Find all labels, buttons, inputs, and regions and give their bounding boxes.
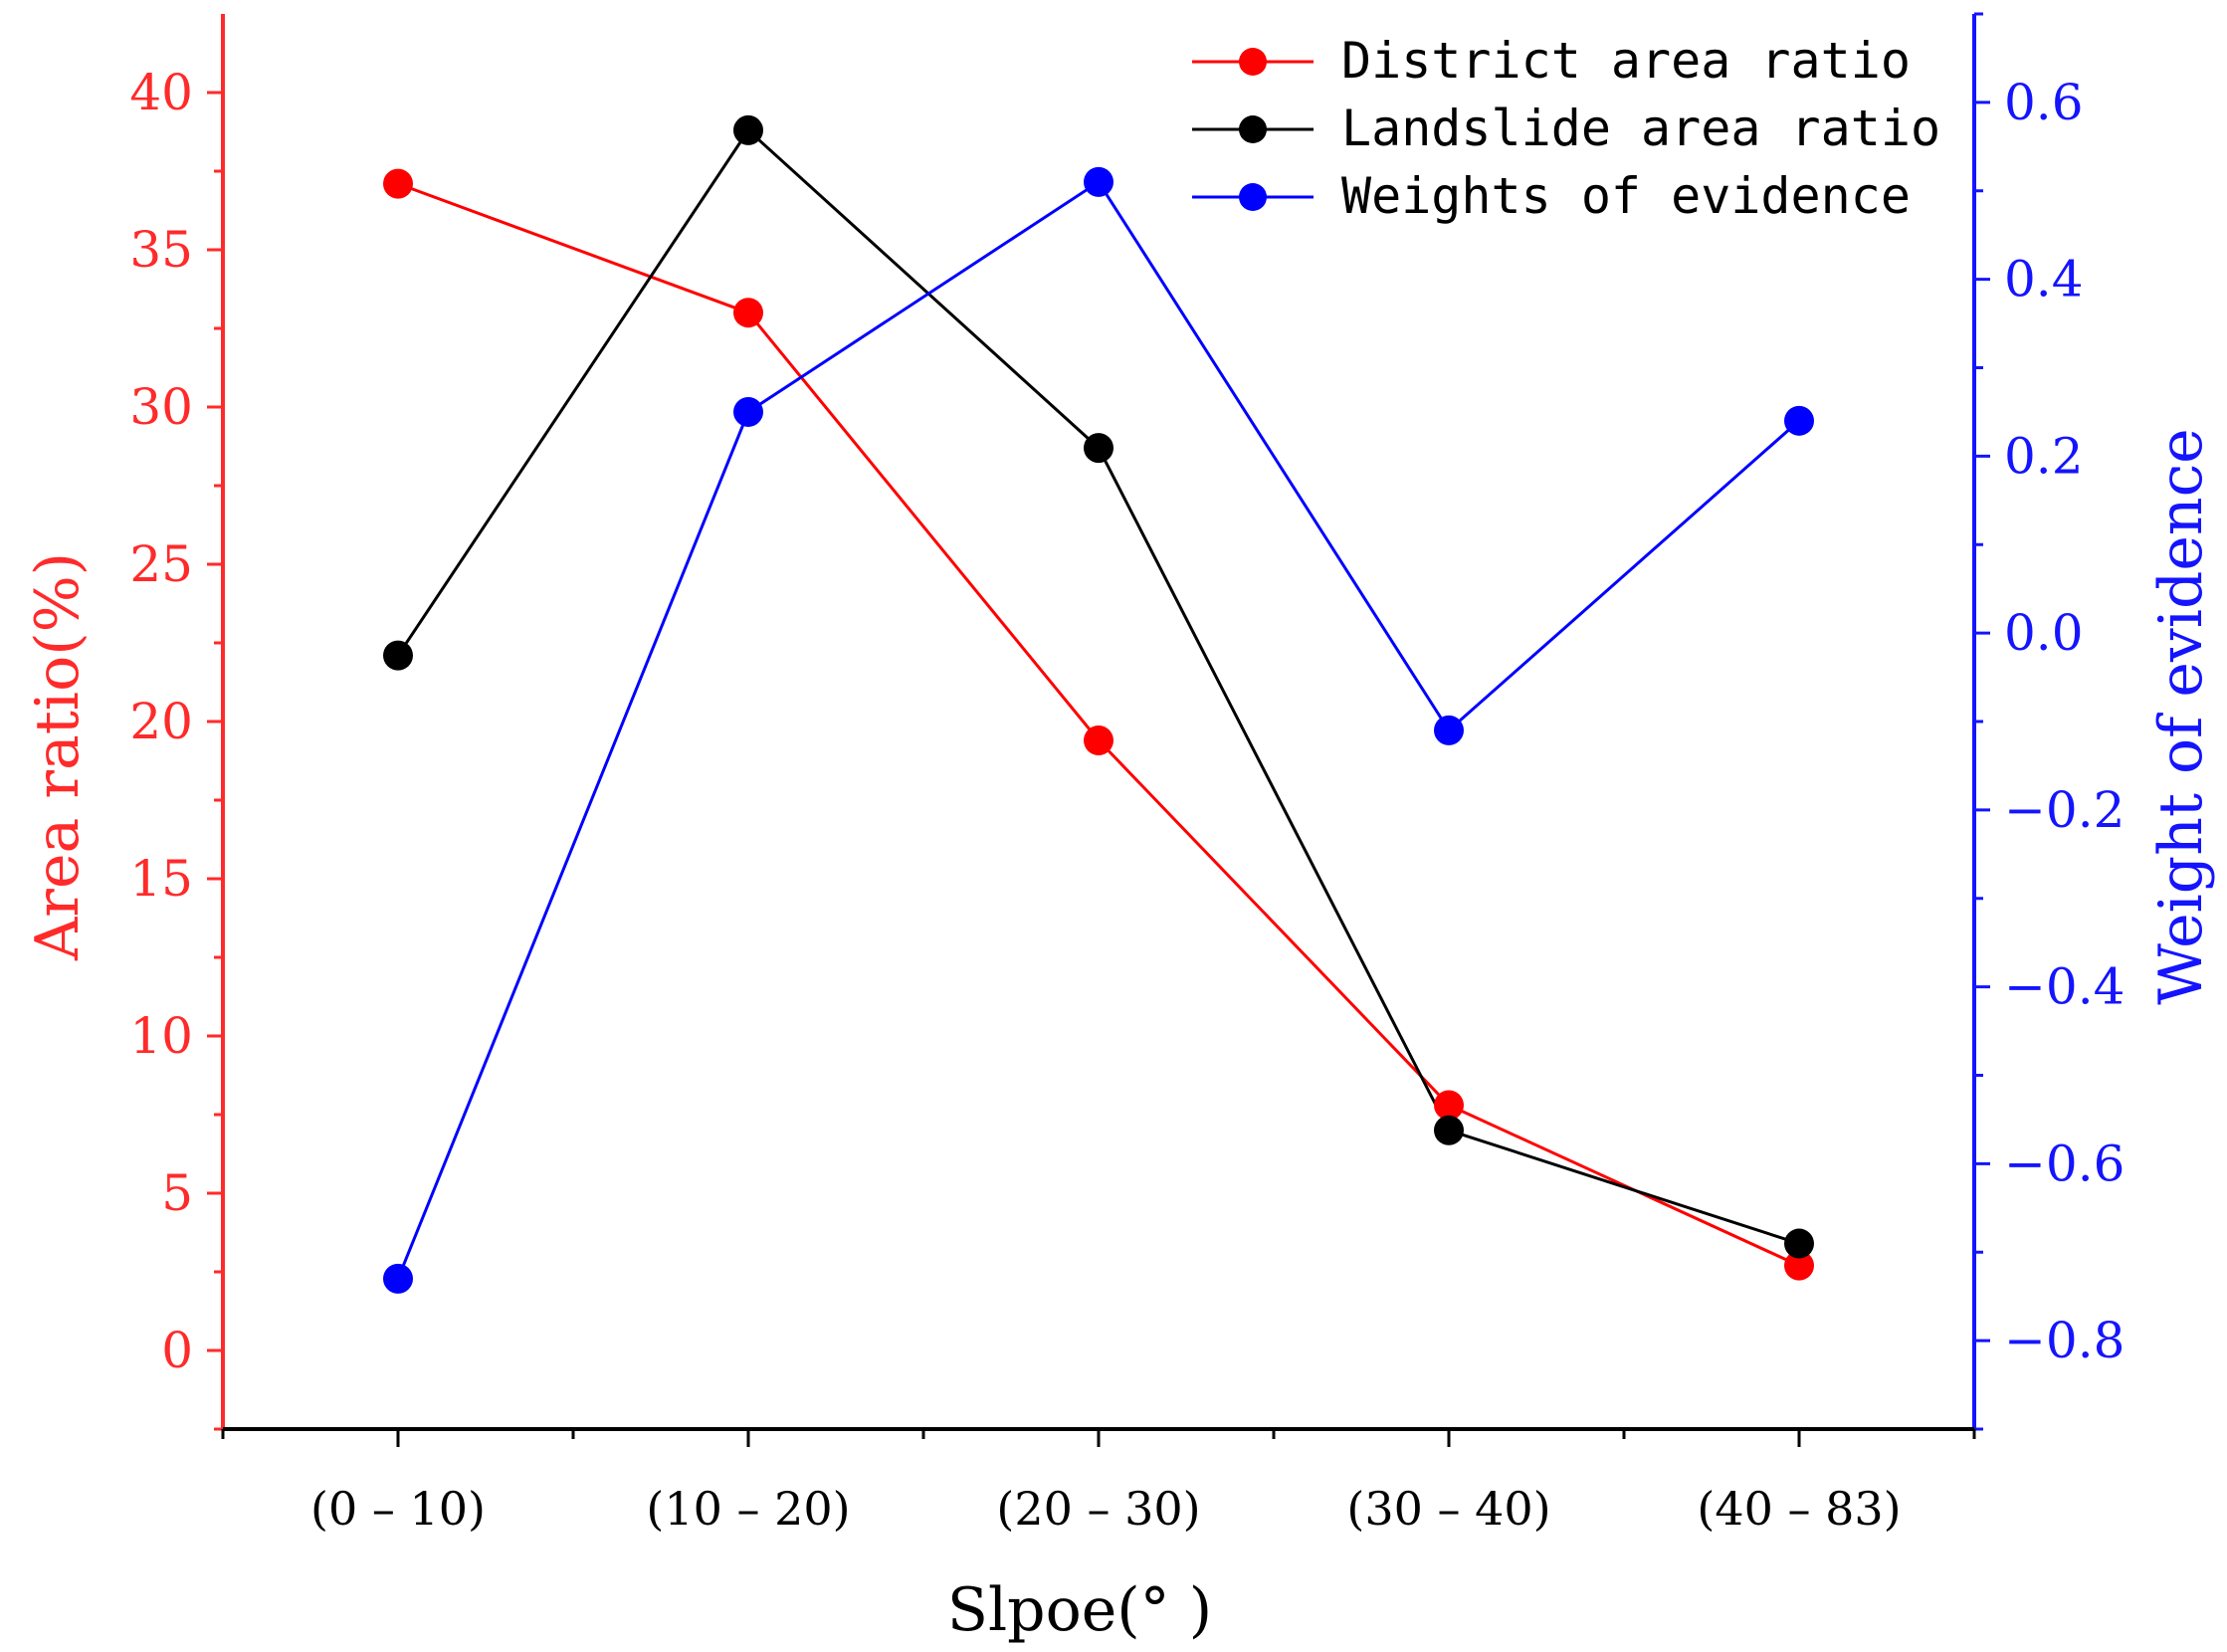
data-point-series-0: [1434, 1090, 1464, 1121]
data-point-series-0: [383, 168, 413, 199]
data-point-series-1: [1784, 1228, 1814, 1259]
legend-label-district: District area ratio: [1341, 32, 1911, 90]
legend-marker-district: [1239, 48, 1267, 76]
data-point-series-2: [733, 396, 763, 427]
data-point-series-1: [1084, 433, 1114, 464]
x-tick-label: (10 – 20): [646, 1482, 850, 1536]
y-tick-label: 20: [129, 693, 193, 750]
data-point-series-1: [383, 640, 413, 671]
y-tick-label: 25: [129, 535, 193, 593]
series-line-1: [396, 127, 1800, 1246]
x-tick-label: (30 – 40): [1346, 1482, 1550, 1536]
legend-marker-weights: [1239, 183, 1267, 211]
series-lines: [396, 127, 1800, 1280]
data-point-series-2: [383, 1263, 413, 1294]
y2-tick-label: −0.4: [2004, 958, 2125, 1016]
x-tick-label: (20 – 30): [996, 1482, 1200, 1536]
legend-label-landslide: Landslide area ratio: [1341, 100, 1940, 157]
legend-marker-landslide: [1239, 115, 1267, 143]
data-point-series-2: [1784, 405, 1814, 436]
data-point-series-0: [1784, 1250, 1814, 1281]
y-tick-label: 5: [161, 1164, 193, 1222]
legend-item-district: District area ratio: [1192, 32, 1911, 90]
data-point-series-2: [1084, 166, 1114, 197]
axes: 0 5 10 15 20 25 30 35 40 −0.8 −0.6 −0.4 −0.2 0.0 0.2 0.…: [129, 12, 2125, 1536]
data-point-series-2: [1434, 715, 1464, 745]
y-tick-label: 40: [129, 64, 193, 121]
data-point-series-1: [733, 114, 763, 145]
y2-tick-label: 0.4: [2004, 251, 2084, 309]
y-tick-label: 0: [161, 1322, 193, 1379]
y-tick-label: 10: [129, 1007, 193, 1065]
x-tick-label: (0 – 10): [310, 1482, 486, 1536]
series-markers: [383, 114, 1814, 1294]
x-tick-label: (40 – 83): [1697, 1482, 1901, 1536]
legend-label-weights: Weights of evidence: [1341, 167, 1911, 225]
y2-tick-label: −0.8: [2004, 1312, 2125, 1369]
legend-item-landslide: Landslide area ratio: [1192, 100, 1940, 157]
y2-tick-label: −0.6: [2004, 1135, 2125, 1192]
data-point-series-0: [733, 298, 763, 328]
y2-axis-title: Weight of evidence: [2146, 428, 2216, 1004]
y2-tick-label: 0.2: [2004, 427, 2084, 485]
y-tick-label: 15: [129, 850, 193, 908]
x-axis-title: Slpoe(° ): [947, 1575, 1212, 1645]
y-tick-label: 35: [129, 221, 193, 279]
y-tick-label: 30: [129, 378, 193, 436]
legend: District area ratio Landslide area ratio…: [1192, 32, 1940, 225]
y2-tick-label: 0.0: [2004, 604, 2084, 662]
y2-tick-label: 0.6: [2004, 74, 2084, 131]
y2-tick-label: −0.2: [2004, 781, 2125, 839]
data-point-series-1: [1434, 1115, 1464, 1145]
data-point-series-0: [1084, 724, 1114, 755]
legend-item-weights: Weights of evidence: [1192, 167, 1911, 225]
series-line-0: [397, 182, 1800, 1268]
y-axis-title: Area ratio(%): [23, 552, 93, 961]
